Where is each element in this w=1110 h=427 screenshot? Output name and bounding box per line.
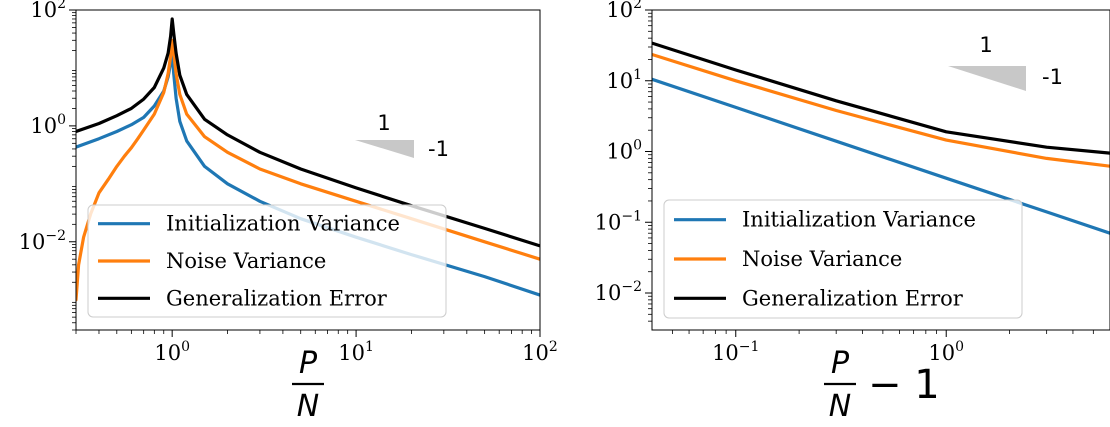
x-axis-label-numerator: P <box>299 346 318 381</box>
legend: Initialization Variance Noise Variance Gen… <box>87 204 447 318</box>
x-axis-label: PN − 1 <box>824 346 940 424</box>
y-tick-base: 10 <box>606 140 633 164</box>
legend-label-noise-variance: Noise Variance <box>166 249 326 273</box>
legend-box <box>87 204 447 318</box>
series-group <box>652 41 1110 235</box>
legend-box <box>663 199 1023 319</box>
y-tick-exp: 2 <box>57 0 66 12</box>
slope-triangle <box>355 140 414 158</box>
slope-triangle <box>948 66 1026 91</box>
legend: Initialization Variance Noise Variance Gen… <box>663 199 1023 319</box>
x-tick-label: 10−1 <box>712 339 759 365</box>
series-line-initialization-variance <box>652 77 1110 235</box>
y-tick-base: 10 <box>19 230 46 254</box>
plot-frame <box>651 9 1110 331</box>
y-tick-exp: 0 <box>57 112 66 128</box>
y-tick-base: 10 <box>595 281 622 305</box>
x-tick-exp: 1 <box>365 339 374 355</box>
x-axis-label-suffix: − 1 <box>868 362 940 408</box>
y-tick-base: 10 <box>606 0 633 22</box>
legend-label-generalization-error: Generalization Error <box>742 286 964 310</box>
slope-rise-label: -1 <box>428 137 449 161</box>
x-tick-base: 10 <box>338 341 365 365</box>
legend-label-generalization-error: Generalization Error <box>166 286 388 310</box>
x-tick-label: 100 <box>928 339 964 365</box>
y-tick-exp: 1 <box>633 67 642 83</box>
y-tick-label: 10−2 <box>595 279 642 305</box>
y-tick-exp: −1 <box>621 208 642 224</box>
x-tick-label: 102 <box>522 339 558 365</box>
y-tick-base: 10 <box>595 210 622 234</box>
x-axis-label-denominator: N <box>297 389 319 424</box>
x-tick-label: 101 <box>338 339 374 365</box>
x-tick-exp: 0 <box>181 339 190 355</box>
y-tick-label: 102 <box>606 0 642 22</box>
chart-right: 10−1 10010210110010−110−21-1Initializatio… <box>595 0 1110 424</box>
slope-run-label: 1 <box>979 33 992 57</box>
minor-ticks <box>72 12 532 334</box>
legend-label-initialization-variance: Initialization Variance <box>742 208 976 232</box>
x-tick-base: 10 <box>522 341 549 365</box>
x-axis-label-numerator: P <box>831 346 850 381</box>
series-line-generalization-error <box>76 17 540 248</box>
x-tick-base: 10 <box>712 341 739 365</box>
series-line-generalization-error <box>652 41 1110 155</box>
x-axis-label: PN <box>292 346 324 424</box>
plot-frame <box>75 9 541 331</box>
y-tick-label: 100 <box>30 112 66 138</box>
x-tick-label: 100 <box>154 339 190 365</box>
x-tick-exp: −1 <box>739 339 760 355</box>
x-axis-label-denominator: N <box>829 389 851 424</box>
series-line-noise-variance <box>76 38 540 302</box>
y-tick-label: 101 <box>606 67 642 93</box>
slope-rise-label: -1 <box>1042 65 1063 89</box>
y-tick-label: 10−2 <box>19 228 66 254</box>
x-tick-exp: 0 <box>955 339 964 355</box>
x-tick-exp: 2 <box>549 339 558 355</box>
x-tick-base: 10 <box>154 341 181 365</box>
y-tick-exp: −2 <box>621 279 642 295</box>
x-tick-base: 10 <box>928 341 955 365</box>
y-tick-label: 10−1 <box>595 208 642 234</box>
y-tick-label: 102 <box>30 0 66 22</box>
legend-label-initialization-variance: Initialization Variance <box>166 212 400 236</box>
legend-label-noise-variance: Noise Variance <box>742 247 902 271</box>
y-tick-base: 10 <box>30 114 57 138</box>
series-line-noise-variance <box>652 52 1110 168</box>
y-tick-exp: 0 <box>633 138 642 154</box>
slope-run-label: 1 <box>377 111 390 135</box>
y-tick-base: 10 <box>606 69 633 93</box>
y-tick-exp: −2 <box>45 228 66 244</box>
y-tick-label: 100 <box>606 138 642 164</box>
minor-ticks <box>648 12 1094 334</box>
y-tick-exp: 2 <box>633 0 642 12</box>
y-tick-base: 10 <box>30 0 57 22</box>
